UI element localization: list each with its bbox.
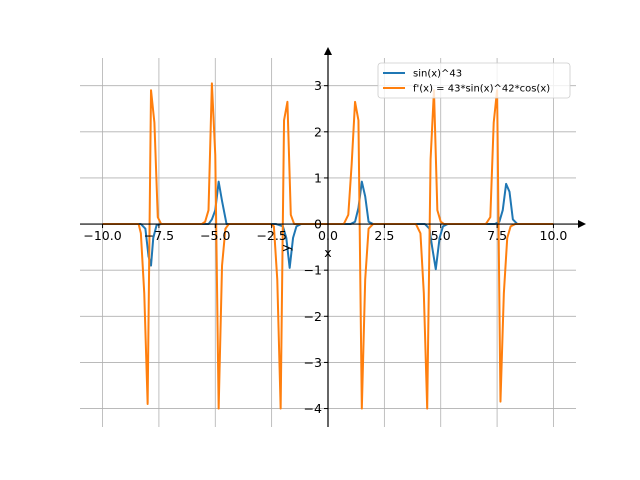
y-tick-label-5: 1 [314, 170, 322, 185]
legend-box [377, 62, 571, 99]
x-axis-label: x [324, 245, 331, 260]
y-tick-label-4: 0 [314, 217, 322, 232]
legend: sin(x)^43 f'(x) = 43*sin(x)^42*cos(x) [377, 62, 571, 99]
x-tick-label-3: −2.5 [256, 228, 286, 243]
legend-label-series-1: sin(x)^43 [413, 69, 462, 80]
x-tick-label-1: −7.5 [144, 228, 174, 243]
y-tick-label-7: 3 [314, 78, 322, 93]
y-tick-label-6: 2 [314, 124, 322, 139]
x-tick-label-5: 2.5 [374, 228, 394, 243]
x-tick-label-2: −5.0 [200, 228, 230, 243]
x-tick-label-0: −10.0 [83, 228, 121, 243]
x-tick-label-6: 5.0 [431, 228, 451, 243]
y-tick-label-2: −2 [304, 309, 322, 324]
y-tick-label-0: −4 [304, 401, 322, 416]
tick-labels: −10.0 −7.5 −5.0 −2.5 0.0 2.5 5.0 7.5 10.0 −4 −3 −2 −… [83, 78, 567, 416]
x-tick-label-4: 0.0 [318, 228, 338, 243]
legend-label-series-2: f'(x) = 43*sin(x)^42*cos(x) [413, 84, 550, 95]
y-axis-label: y [278, 244, 293, 252]
x-axis-arrow [578, 220, 586, 229]
y-axis-arrow [324, 47, 332, 55]
y-tick-label-3: −1 [304, 263, 322, 278]
y-tick-label-1: −3 [304, 355, 322, 370]
x-tick-label-7: 7.5 [487, 228, 507, 243]
x-tick-label-8: 10.0 [540, 228, 568, 243]
axes [80, 47, 586, 427]
